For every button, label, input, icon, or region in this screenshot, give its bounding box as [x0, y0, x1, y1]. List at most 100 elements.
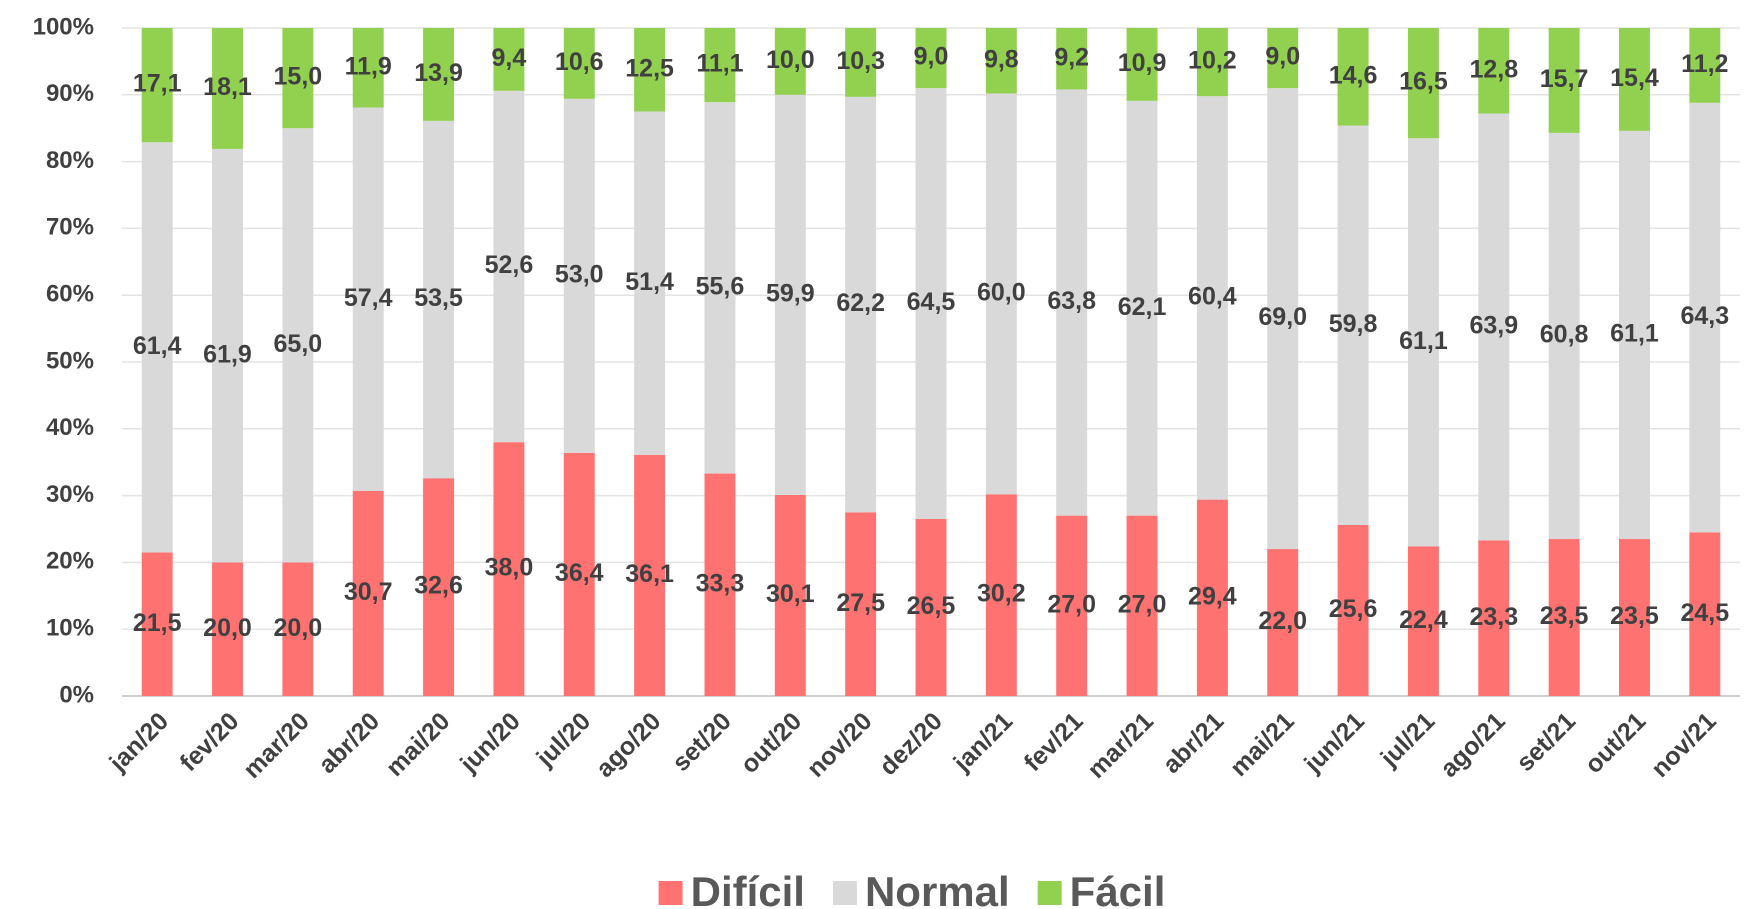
x-tick-label: abr/21 [1157, 707, 1229, 779]
data-label: 15,0 [274, 63, 323, 91]
data-label: 57,4 [344, 284, 393, 312]
data-label: 63,8 [1047, 287, 1096, 315]
x-tick-label: fev/20 [175, 707, 245, 777]
bar-segment [1196, 499, 1228, 696]
data-label: 16,5 [1399, 68, 1448, 96]
bar-segment [1548, 539, 1580, 696]
x-tick-label: jun/21 [1298, 707, 1370, 779]
bar-segment [1267, 28, 1299, 89]
x-tick-label: out/21 [1580, 707, 1652, 779]
legend-swatch [1037, 881, 1062, 905]
bar-segment [563, 98, 595, 453]
bar-segment [774, 494, 806, 696]
y-tick-label: 0% [59, 681, 94, 708]
x-tick-label: jan/21 [948, 707, 1019, 778]
bar-segment [1337, 524, 1369, 696]
bar-segment [634, 28, 666, 112]
data-label: 21,5 [133, 609, 182, 637]
data-label: 30,1 [766, 580, 815, 608]
bar-segment [563, 28, 595, 99]
data-label: 27,0 [1047, 590, 1096, 618]
y-tick-label: 20% [46, 548, 94, 575]
data-label: 55,6 [696, 272, 745, 300]
data-label: 52,6 [485, 251, 534, 279]
bar-segment [1619, 130, 1650, 540]
bar-segment [1337, 28, 1369, 126]
x-tick-label: jun/20 [454, 707, 526, 779]
data-label: 24,5 [1680, 599, 1729, 627]
data-label: 61,4 [133, 332, 182, 360]
legend-swatch [832, 881, 857, 905]
bar-segment [985, 28, 1017, 94]
data-label: 18,1 [203, 73, 252, 101]
data-label: 27,5 [836, 589, 885, 617]
data-label: 65,0 [274, 330, 323, 358]
bar-segment [1689, 532, 1721, 696]
bar-segment [423, 28, 455, 121]
x-tick-label: jul/21 [1375, 707, 1441, 773]
data-label: 9,0 [1265, 43, 1300, 71]
data-label: 10,6 [555, 48, 604, 76]
data-label: 64,3 [1680, 302, 1729, 330]
data-label: 60,0 [977, 278, 1026, 306]
bar-segment [774, 94, 806, 495]
data-label: 9,8 [984, 45, 1019, 73]
y-tick-label: 80% [46, 147, 94, 174]
bar-segment [1126, 100, 1158, 516]
bar-segment [704, 28, 736, 103]
data-label: 27,0 [1118, 590, 1167, 618]
bar-segment [1196, 96, 1228, 500]
legend-label: Fácil [1070, 868, 1166, 909]
data-label: 9,0 [914, 43, 949, 71]
bar-segment [493, 442, 525, 696]
data-label: 53,5 [414, 284, 463, 312]
bar-segment [1619, 28, 1650, 131]
data-label: 61,1 [1610, 320, 1659, 348]
legend-label: Difícil [691, 868, 805, 909]
data-label: 11,9 [345, 52, 392, 80]
data-label: 10,2 [1188, 47, 1237, 75]
data-label: 14,6 [1329, 61, 1378, 89]
bar-segment [1056, 89, 1088, 516]
bar-segment [352, 107, 384, 491]
bar-segment [704, 473, 736, 696]
bar-segment [352, 28, 384, 108]
bar-segment [1689, 102, 1721, 533]
data-label: 10,0 [766, 46, 815, 74]
data-label: 11,1 [696, 50, 743, 78]
x-tick-label: nov/20 [802, 707, 878, 783]
x-tick-label: nov/21 [1646, 707, 1722, 783]
data-label: 29,4 [1188, 582, 1237, 610]
legend: Difícil Normal Fácil [658, 868, 1166, 909]
data-label: 10,3 [836, 47, 885, 75]
bar-segment [1407, 546, 1439, 696]
bar-segment [845, 512, 877, 696]
bar-segment [141, 552, 173, 696]
y-tick-label: 70% [46, 214, 94, 241]
bar-segment [282, 28, 314, 129]
bar-segment [423, 120, 455, 479]
legend-label: Normal [865, 868, 1010, 909]
x-tick-label: ago/21 [1435, 707, 1511, 783]
bar-segment [352, 490, 384, 696]
bar-segment [282, 562, 314, 696]
bar-segment [845, 96, 877, 513]
data-label: 60,8 [1540, 321, 1589, 349]
bar-segment [1407, 138, 1439, 547]
bar-segment [634, 111, 666, 455]
data-label: 32,6 [414, 572, 463, 600]
bar-segment [1407, 28, 1439, 139]
x-tick-label: mai/20 [381, 707, 456, 782]
y-tick-label: 40% [46, 414, 94, 441]
data-label: 38,0 [485, 554, 534, 582]
bar-segment [423, 478, 455, 696]
data-label: 61,9 [203, 340, 252, 368]
data-label: 25,6 [1329, 595, 1378, 623]
x-tick-label: set/21 [1511, 707, 1581, 777]
bar-segment [1548, 132, 1580, 540]
data-label: 9,4 [492, 44, 527, 72]
bar-segment [634, 454, 666, 696]
bar-segment [141, 28, 173, 143]
data-label: 60,4 [1188, 282, 1237, 310]
bar-segment [704, 102, 736, 474]
